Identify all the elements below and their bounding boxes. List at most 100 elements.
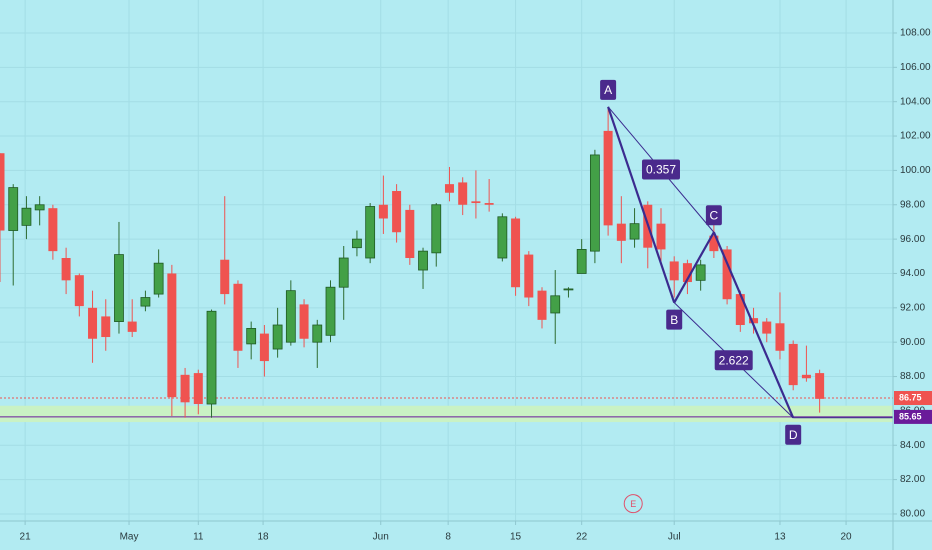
candle-body [167,273,177,398]
candle-body [537,290,547,320]
candle-body [365,206,376,259]
x-tick-label: 11 [193,532,204,543]
y-tick-label: 106.00 [900,62,931,73]
candle-body [524,254,534,298]
x-tick-label: 15 [510,532,522,543]
support-zone [0,405,893,423]
pattern-leg [607,106,676,304]
pattern-leg [712,231,795,419]
grid [0,0,893,521]
candle-body [153,262,164,295]
x-tick-label: 18 [258,532,270,543]
candle-body [735,294,745,326]
candle-body [801,374,811,379]
plot-area [0,106,893,423]
candle-body [101,316,111,338]
candle-body [682,263,692,283]
y-tick-label: 100.00 [900,165,931,176]
event-marker [623,494,643,514]
y-tick-label: 88.00 [900,371,925,382]
pattern-point-label: B [670,313,678,327]
pattern-point-box [600,79,617,100]
pattern-point-label: C [710,208,719,222]
ratio-box [714,350,753,371]
pattern-point-box [785,424,802,445]
candle-body [563,288,574,291]
candle-body [180,374,190,403]
candle-body [88,307,98,339]
candle-body [458,182,468,205]
y-tick-label: 96.00 [900,234,925,245]
price-tag [894,391,932,406]
x-tick-label: 20 [841,532,853,543]
candle-body [511,218,521,288]
candle-body [127,321,137,332]
y-tick-label: 90.00 [900,337,925,348]
price-tag-label: 85.65 [899,411,922,421]
candle-body [418,250,428,271]
x-tick-label: Jun [373,532,389,543]
y-tick-label: 104.00 [900,96,931,107]
candle-body [48,208,58,252]
pattern-point-label: A [604,83,612,97]
x-tick-label: 22 [576,532,588,543]
pattern-point-box [666,309,683,330]
candle-body [21,207,32,226]
candle-body [285,290,296,343]
y-tick-label: 84.00 [900,440,925,451]
candle-body [431,204,442,254]
candle-body [550,295,561,314]
x-tick-label: 8 [445,532,451,543]
candle-body [656,223,666,250]
candle-body [709,235,719,252]
candle-body [722,249,732,300]
candle-body [471,201,481,204]
candle-body [220,259,230,295]
candle-body [497,216,508,259]
candle-body [114,254,124,322]
x-tick-label: 13 [774,532,786,543]
candle-body [299,304,309,339]
y-tick-label: 82.00 [900,474,925,485]
candle-body [8,187,19,231]
candle-body [272,324,283,350]
ratio-label: 0.357 [646,163,676,177]
price-tag-label: 86.75 [899,392,922,402]
y-tick-label: 80.00 [900,509,925,520]
candle-body [74,275,84,307]
candle-body [669,261,679,281]
candle-body [762,321,772,334]
pattern-point-label: D [789,428,798,442]
candle-body [589,154,600,252]
candle-body [392,191,402,233]
candle-body [788,343,798,386]
candle-body [749,318,759,324]
y-tick-label: 102.00 [900,131,931,142]
candle-body [484,203,494,205]
candle-body [603,130,613,226]
x-tick-label: 21 [20,532,32,543]
candle-body [405,209,415,259]
candle-body [246,328,257,345]
candle-body [576,249,587,274]
candle-body [352,238,362,249]
candle-body [259,333,269,362]
candle-body [34,204,45,211]
candle-body [629,223,640,240]
candle-body [444,184,454,193]
y-tick-label: 108.00 [900,28,931,39]
y-tick-label: 94.00 [900,268,925,279]
y-tick-label: 98.00 [900,199,925,210]
candle-body [193,373,203,405]
pattern-leg [673,231,715,304]
candle-body [338,257,349,288]
candle-body [815,373,825,399]
candle-body [312,324,323,343]
candle-body [233,283,243,351]
event-marker-label: E [630,499,636,509]
pattern-point-box [705,205,722,226]
candle-body [140,297,151,307]
candle-body [695,264,706,281]
candle-body [61,258,71,281]
